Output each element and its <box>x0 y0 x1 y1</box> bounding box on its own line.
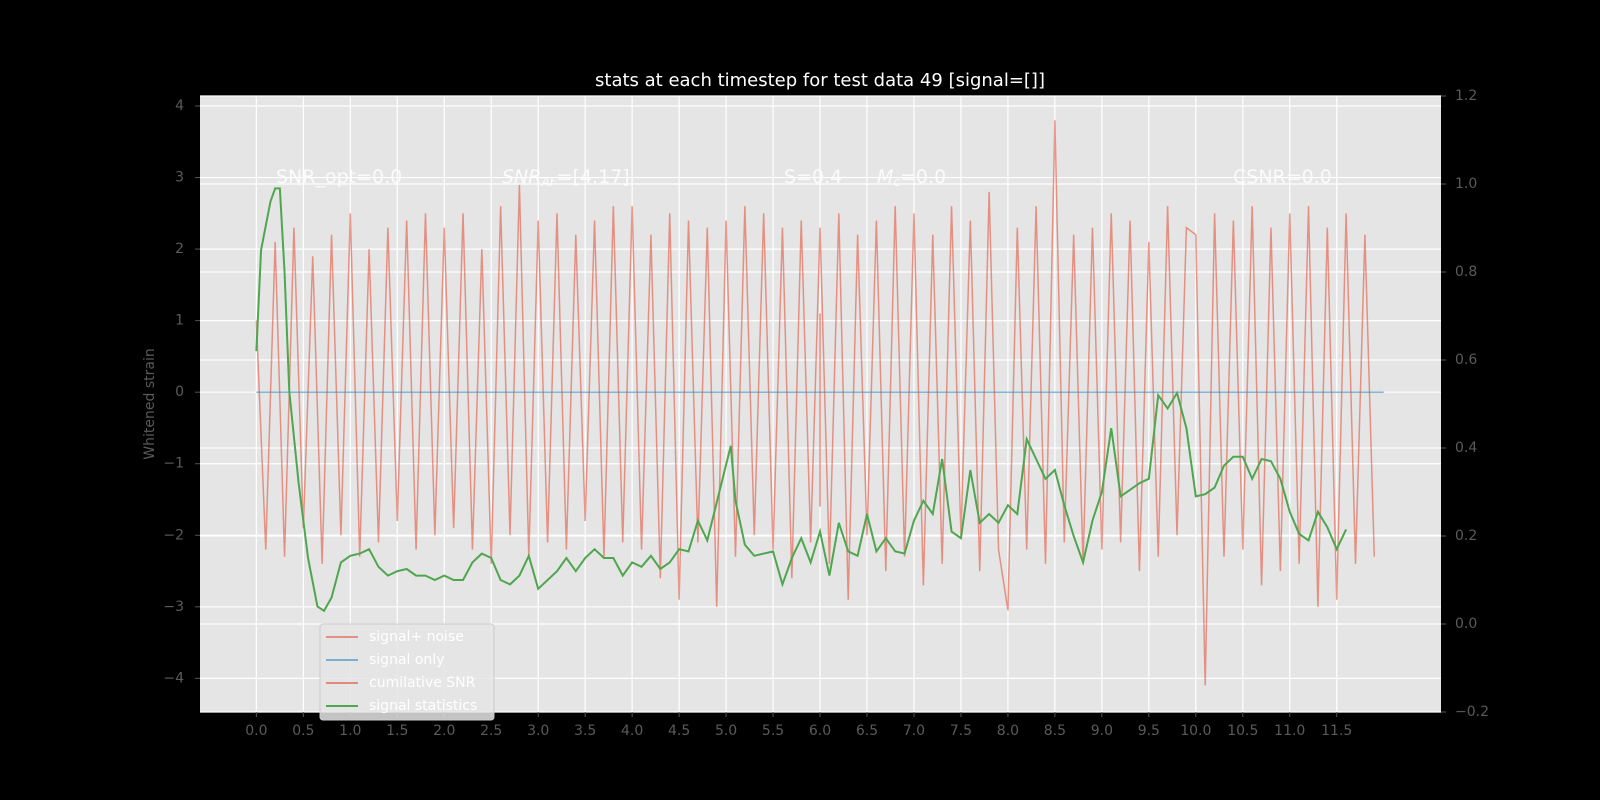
y2-tick-label: −0.2 <box>1455 704 1489 720</box>
x-tick-label: 5.0 <box>715 723 737 739</box>
annotation: S=0.4 <box>784 166 842 188</box>
x-tick-label: 1.5 <box>386 723 408 739</box>
annotation-part: CSNR=0.0 <box>1233 166 1332 188</box>
series-line <box>255 187 1348 613</box>
y-tick-label: 3 <box>175 170 184 186</box>
chart-title: stats at each timestep for test data 49 … <box>595 70 1045 91</box>
x-tick-label: 2.0 <box>433 723 455 739</box>
y2-tick-label: 0.8 <box>1455 264 1477 280</box>
x-tick-label: 10.0 <box>1180 723 1211 739</box>
x-tick-label: 8.0 <box>997 723 1019 739</box>
legend-box <box>319 623 495 721</box>
y2-tick-label: 0.2 <box>1455 528 1477 544</box>
y2-tick-label: 1.0 <box>1455 176 1477 192</box>
x-tick-label: 5.5 <box>762 723 784 739</box>
x-tick-label: 2.5 <box>480 723 502 739</box>
annotation-part: =0.4 <box>796 166 842 188</box>
annotation-part: AF <box>540 175 557 189</box>
x-tick-label: 7.0 <box>903 723 925 739</box>
annotation-part: SNR_opt=0.0 <box>276 166 402 188</box>
annotation-part: SNR <box>502 166 541 188</box>
y2-tick-label: 0.4 <box>1455 440 1477 456</box>
x-tick-label: 4.0 <box>621 723 643 739</box>
x-tick-label: 0.0 <box>245 723 267 739</box>
annotation-part: =0.0 <box>900 166 946 188</box>
x-tick-label: 10.5 <box>1227 723 1258 739</box>
x-tick-label: 3.0 <box>527 723 549 739</box>
annotation: Mc=0.0 <box>877 166 946 189</box>
legend-label: signal statistics <box>369 698 477 714</box>
x-tick-label: 11.5 <box>1321 723 1352 739</box>
x-tick-label: 8.5 <box>1044 723 1066 739</box>
y2-tick-label: 0.6 <box>1455 352 1477 368</box>
annotation-part: S <box>784 166 796 188</box>
y-tick-label: 2 <box>175 241 184 257</box>
annotation: SNRAF=[4.17] <box>502 166 630 189</box>
x-tick-label: 1.0 <box>339 723 361 739</box>
annotation: SNR_opt=0.0 <box>276 166 402 188</box>
x-tick-label: 9.0 <box>1091 723 1113 739</box>
y-tick-label: −1 <box>163 456 184 472</box>
x-tick-label: 11.0 <box>1274 723 1305 739</box>
y-tick-label: −2 <box>163 527 184 543</box>
legend-label: signal+ noise <box>369 629 464 645</box>
annotation: CSNR=0.0 <box>1233 166 1332 188</box>
series-line <box>255 120 1376 686</box>
x-tick-label: 0.5 <box>292 723 314 739</box>
annotation-part: =[4.17] <box>557 166 630 188</box>
y2-tick-label: 1.2 <box>1455 88 1477 104</box>
annotation-part: c <box>893 175 900 189</box>
y-tick-label: 4 <box>175 98 184 114</box>
y-tick-label: −4 <box>163 670 184 686</box>
y-tick-label: 1 <box>175 313 184 329</box>
x-tick-label: 7.5 <box>950 723 972 739</box>
y-tick-label: 0 <box>175 384 184 400</box>
x-tick-label: 6.0 <box>809 723 831 739</box>
x-tick-label: 9.5 <box>1138 723 1160 739</box>
y-axis-label: Whitened strain <box>142 348 158 459</box>
x-tick-label: 4.5 <box>668 723 690 739</box>
legend-label: signal only <box>369 652 444 668</box>
x-tick-label: 6.5 <box>856 723 878 739</box>
y-tick-label: −3 <box>163 599 184 615</box>
y2-tick-label: 0.0 <box>1455 616 1477 632</box>
annotation-part: M <box>877 166 893 188</box>
x-tick-label: 3.5 <box>574 723 596 739</box>
legend-label: cumilative SNR <box>369 675 476 691</box>
